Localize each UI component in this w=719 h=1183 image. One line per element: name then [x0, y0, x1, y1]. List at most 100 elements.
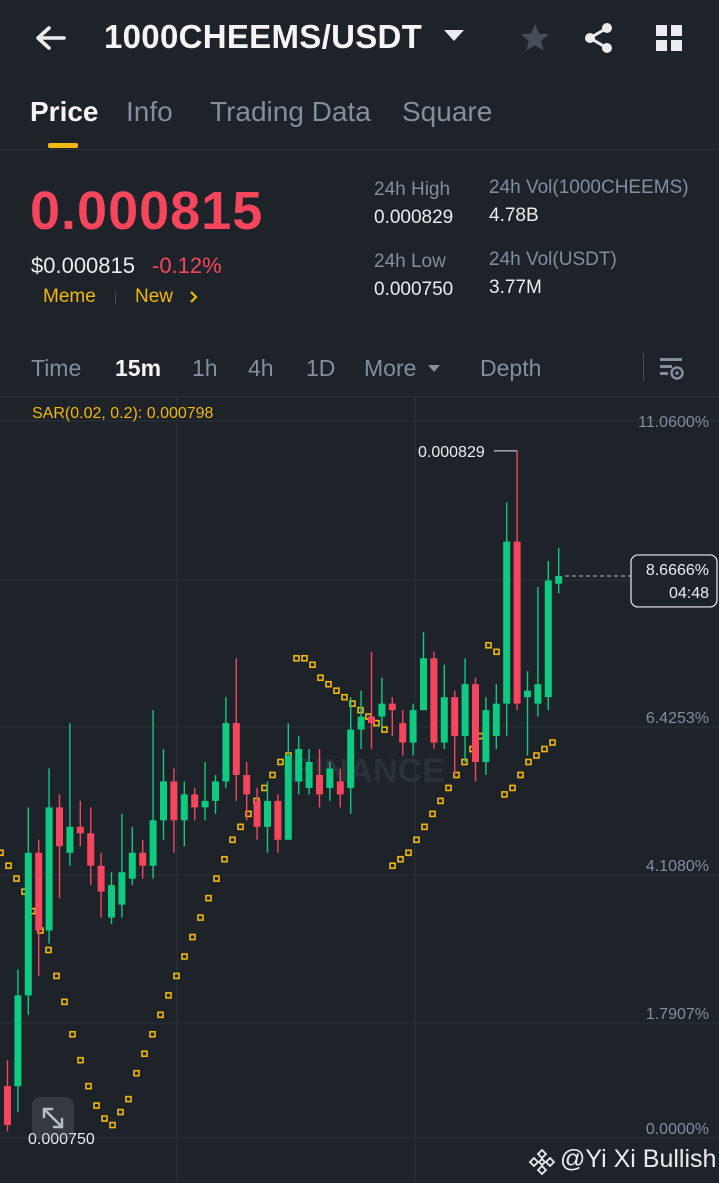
high-label: 24h High [374, 179, 451, 200]
low-marker-label: 0.000750 [28, 1131, 95, 1148]
sar-dot [229, 836, 236, 844]
sar-dot [13, 875, 20, 882]
sar-dot [173, 972, 180, 980]
candle-body [87, 833, 95, 866]
interval-more[interactable]: More [364, 355, 417, 381]
candle-body [503, 541, 511, 704]
candle-body [534, 684, 542, 704]
countdown-label: 04:48 [669, 585, 709, 602]
interval-time[interactable]: Time [31, 355, 82, 381]
candle-body [378, 703, 386, 717]
candle-body [399, 723, 407, 743]
expand-button[interactable] [32, 1097, 74, 1139]
sar-dot [325, 680, 332, 688]
interval-1h[interactable]: 1h [192, 355, 218, 381]
candle-body [24, 852, 32, 996]
chart-settings-icon[interactable] [656, 353, 686, 383]
interval-4h[interactable]: 4h [248, 355, 274, 381]
header: 1000CHEEMS/USDT [0, 0, 719, 78]
candle-body [482, 710, 490, 762]
sar-dot [317, 674, 324, 682]
tab-info[interactable]: Info [126, 96, 173, 127]
sar-dot [341, 693, 348, 701]
candle-body [76, 826, 84, 834]
y-axis-label: 1.7907% [646, 1006, 709, 1023]
sar-dot [309, 661, 316, 669]
sar-dot [221, 855, 228, 863]
candles [4, 450, 563, 1132]
candle-body [305, 761, 313, 788]
sar-dot [549, 739, 556, 746]
sar-dot [421, 823, 428, 831]
watermark-text: @Yi Xi Bullish [560, 1145, 717, 1173]
sar-dot [205, 894, 212, 902]
tab-price[interactable]: Price [30, 96, 99, 127]
candle-body [347, 729, 355, 788]
candle-body [222, 723, 230, 782]
share-icon[interactable] [581, 20, 617, 56]
depth-tab[interactable]: Depth [480, 355, 542, 381]
candle-body [326, 768, 334, 788]
candle-body [295, 749, 303, 782]
chevron-down-icon[interactable] [444, 30, 464, 41]
candle-body [66, 826, 74, 853]
sar-dot [69, 1030, 76, 1038]
candle-body [336, 781, 344, 795]
price-change: -0.12% [152, 253, 222, 278]
candle-body [97, 865, 105, 892]
active-tab-indicator [48, 143, 78, 148]
candle-body [201, 800, 209, 808]
tag-new[interactable]: New [135, 286, 174, 307]
sar-dot [293, 654, 300, 662]
sar-dot [437, 797, 444, 805]
tag-divider [115, 292, 116, 304]
sar-dot [61, 998, 68, 1006]
sar-dot [261, 784, 268, 792]
candle-body [128, 852, 136, 879]
sar-dot [237, 823, 244, 831]
grid-icon[interactable] [651, 20, 687, 56]
sar-dot [197, 914, 204, 921]
high-value: 0.000829 [374, 207, 454, 228]
sar-dot [157, 1011, 164, 1019]
back-arrow-icon[interactable] [30, 20, 70, 56]
candle-body [357, 716, 365, 730]
current-price-box [630, 554, 718, 608]
tag-meme[interactable]: Meme [43, 286, 96, 307]
sar-dot [149, 1030, 156, 1038]
sar-dot [277, 758, 284, 766]
tab-square[interactable]: Square [402, 96, 493, 127]
more-caret-icon [428, 365, 440, 372]
candle-body [45, 807, 53, 931]
sar-dot [5, 862, 12, 870]
current-price-label: 8.6666% [646, 562, 709, 579]
candle-body [440, 697, 448, 743]
candle-body [243, 774, 251, 795]
sar-dot [85, 1082, 92, 1090]
interval-15m[interactable]: 15m [115, 355, 162, 381]
candle-body [56, 807, 63, 847]
sar-dot [109, 1121, 116, 1129]
candle-body [170, 781, 178, 821]
sar-dot [501, 791, 508, 798]
candle-body [492, 703, 500, 737]
interval-bar: Time 15m 1h 4h 1D More Depth [0, 345, 719, 397]
sar-dot [125, 1095, 132, 1103]
y-axis-label: 6.4253% [646, 710, 709, 727]
tab-trading-data[interactable]: Trading Data [210, 96, 371, 127]
sar-dot [301, 654, 308, 662]
star-icon[interactable] [517, 20, 553, 56]
candle-body [160, 781, 167, 821]
sar-dot [53, 972, 60, 980]
chevron-right-icon[interactable] [188, 289, 200, 305]
candle-body [139, 852, 147, 866]
candle-body [513, 541, 521, 704]
price-chart[interactable]: BINANCE 11.0600%8.7427%6.4253%4.1080%1.7… [0, 397, 719, 1183]
interval-1d[interactable]: 1D [306, 355, 336, 381]
sar-dot [445, 784, 452, 792]
sar-dot [93, 1102, 100, 1109]
vol-base-value: 4.78B [489, 205, 539, 226]
pair-title[interactable]: 1000CHEEMS/USDT [104, 18, 423, 55]
candle-body [191, 794, 199, 808]
sar-dot [133, 1069, 140, 1077]
